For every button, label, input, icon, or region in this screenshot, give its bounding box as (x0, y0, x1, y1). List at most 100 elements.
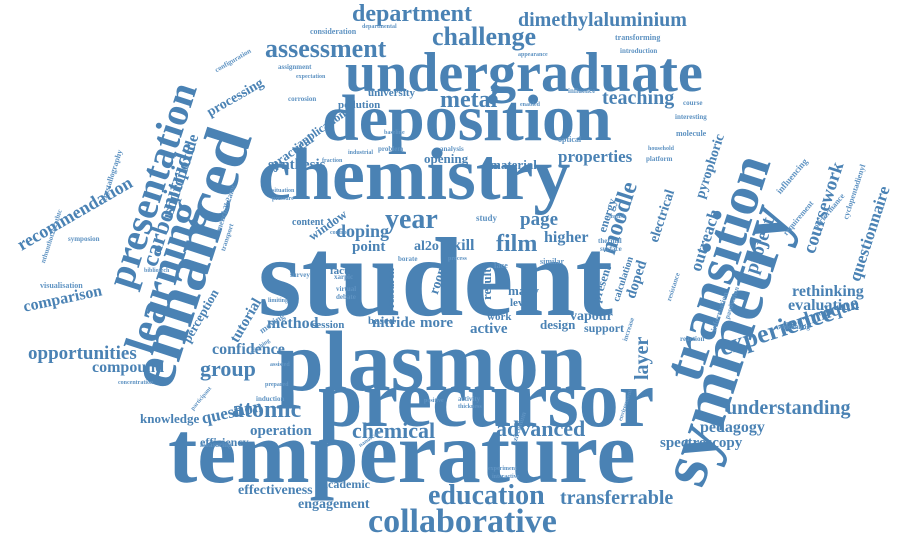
word-factor: factor (330, 265, 359, 277)
word-vapour: vapour (570, 309, 613, 324)
word-skill: skill (446, 237, 475, 254)
word-work: work (487, 311, 512, 323)
word-understanding: understanding (726, 397, 851, 419)
word-properties: properties (558, 147, 633, 166)
word-point: point (352, 239, 386, 255)
word-page: page (520, 209, 558, 230)
word-synthesis: synthesis (268, 157, 326, 173)
word-research: research (385, 268, 397, 308)
word-reaction: reaction (680, 335, 705, 343)
word-transforming: transforming (615, 33, 661, 42)
word-pedagogy: pedagogy (700, 419, 765, 436)
word-atomic: atomic (232, 397, 302, 423)
word-situation: situation (272, 188, 295, 194)
word-platform: platform (646, 155, 673, 163)
word-confidence: confidence (212, 341, 285, 358)
word-efficiency: efficiency (200, 435, 249, 449)
word-nitride: nitride (372, 315, 416, 331)
word-configuration: configuration (213, 46, 253, 75)
word-student: student (258, 216, 613, 340)
word-higher: higher (544, 229, 589, 246)
word-prepared: prepared (265, 382, 289, 388)
word-deposition: deposition (322, 82, 612, 155)
word-chemical: chemical (352, 418, 436, 443)
word-enabled: enabled (520, 102, 541, 108)
word-transferrable: transferrable (560, 487, 674, 509)
word-influencing: influencing (774, 156, 810, 196)
word-al2o: al2o (414, 239, 439, 254)
word-precursor: precursor (318, 356, 655, 444)
word-limiting: limiting (268, 298, 289, 304)
word-content: content (292, 217, 324, 228)
word-metal: metal (440, 87, 498, 113)
word-fraction: fraction (322, 158, 343, 164)
word-english: english (608, 214, 627, 220)
word-more: more (420, 315, 454, 331)
word-survey: survey (290, 271, 310, 279)
word-collaborative: collaborative (368, 503, 557, 539)
word-group: group (200, 356, 256, 381)
word-advanced: advanced (496, 416, 586, 441)
word-department: department (352, 1, 472, 27)
word-surface: surface (600, 245, 622, 253)
word-compound: compound (92, 359, 165, 376)
word-similar: similar (540, 257, 564, 266)
word-pollution: pollution (338, 99, 381, 111)
word-effectiveness: effectiveness (238, 483, 313, 498)
word-thermal: thermal (598, 237, 622, 245)
word-method: method (267, 315, 319, 332)
word-plasmon: plasmon (276, 313, 587, 409)
word-assisted: assisted (270, 362, 290, 368)
word-dimethylaluminium: dimethylaluminium (518, 9, 687, 31)
word-virtual: virtual (336, 285, 357, 293)
word-layer: layer (631, 336, 653, 380)
word-appearance: appearance (518, 52, 548, 58)
word-xarpic: xarpic (334, 273, 354, 281)
word-study: study (476, 213, 498, 223)
word-course: course (683, 99, 703, 107)
word-problem: problem (378, 145, 404, 153)
word-face: face (494, 261, 508, 270)
word-consideration: consideration (310, 27, 357, 36)
word-result: result (479, 268, 494, 300)
word-support: support (584, 321, 625, 335)
word-expectation: expectation (296, 74, 326, 80)
word-concentration: concentration (118, 380, 154, 386)
word-university: university (368, 87, 416, 99)
word-temperature: temperature (168, 405, 636, 502)
word-bibliotech: bibliotech (144, 268, 170, 274)
word-challenge: challenge (432, 22, 536, 51)
word-assessment: assessment (265, 34, 387, 63)
word-design: design (540, 317, 576, 332)
word-session: session (312, 319, 345, 331)
word-operation: operation (250, 423, 312, 439)
word-many: many (508, 283, 540, 298)
word-processing: processing (204, 75, 267, 121)
word-debate: debate (336, 293, 356, 301)
word-measuring: measuring (200, 441, 232, 449)
word-experiment: experiment (488, 466, 517, 472)
word-industrial: industrial (348, 150, 374, 156)
word-film: film (496, 231, 538, 257)
word-assignment: assignment (278, 63, 312, 71)
word-control: control (330, 230, 349, 236)
word-doping: doping (336, 221, 390, 241)
word-rethinking: rethinking (792, 283, 864, 300)
word-household: household (648, 146, 675, 152)
word-analysis: analysis (440, 145, 464, 153)
word-thickness: thickness (458, 404, 482, 410)
word-undergraduate: undergraduate (345, 42, 703, 104)
word-opportunities: opportunities (28, 343, 137, 364)
word-borate: borate (398, 255, 418, 263)
word-molecule: molecule (676, 129, 707, 138)
word-baseline: baseline (384, 130, 405, 136)
word-active: active (470, 321, 508, 337)
word-material: material (490, 157, 537, 172)
word-pressure: pressure (272, 196, 294, 202)
word-interesting: interesting (675, 113, 707, 121)
word-optical: optical (558, 135, 582, 144)
word-visualisation: visualisation (40, 281, 83, 290)
word-electrical: electrical (647, 187, 679, 245)
word-departmental: departmental (362, 24, 397, 30)
